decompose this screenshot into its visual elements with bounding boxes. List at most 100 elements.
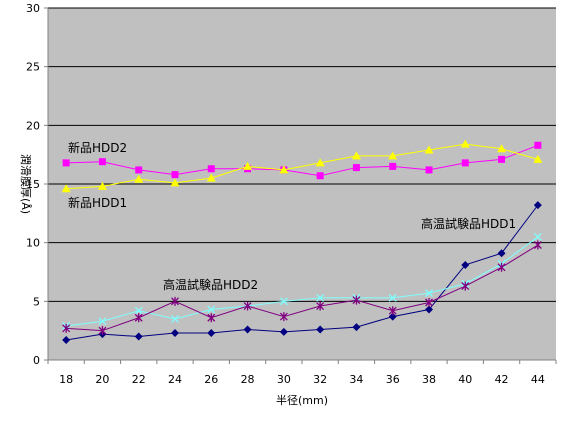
data-point [61,184,71,193]
data-point [207,305,216,314]
series-layer [61,139,543,345]
series-2 [62,201,542,345]
x-tick-label: 30 [277,373,291,386]
x-tick-label: 40 [458,373,472,386]
data-point [425,289,433,298]
data-point [62,336,71,345]
data-point [425,166,433,174]
data-point [352,164,360,172]
x-tick-labels: 18 20 22 24 26 28 30 32 34 36 38 40 42 44 [47,360,557,386]
data-point [134,313,143,323]
series-line [66,236,539,327]
data-point [389,162,397,170]
x-tick-label: 22 [132,373,146,386]
data-point [279,312,288,322]
data-point [207,165,215,173]
data-point [533,240,542,250]
data-point [497,144,507,153]
series-line [66,244,539,332]
x-tick-label: 24 [168,373,182,386]
annotation-new-hdd2: 新品HDD2 [68,140,127,155]
data-point [316,293,325,302]
data-point [497,249,506,258]
data-point [497,262,506,272]
series-1 [61,139,543,193]
data-point [171,171,179,179]
data-point [135,166,143,174]
data-point [425,305,433,314]
y-tick-label: 5 [33,295,40,308]
data-point [97,181,107,190]
annotation-new-hdd1: 新品HDD1 [68,195,127,210]
data-point [243,161,253,170]
data-point [460,139,470,148]
series-line [66,144,539,177]
data-point [171,329,179,338]
data-point [98,317,107,326]
data-point [388,306,397,316]
data-point [316,301,325,311]
data-point [316,172,324,180]
data-point [351,151,361,160]
data-point [388,312,397,321]
x-tick-label: 20 [95,373,109,386]
y-tick-label: 10 [26,237,40,250]
data-point [134,174,144,183]
data-point [243,301,252,311]
data-point [207,313,216,323]
y-tick-label: 30 [26,2,40,15]
series-line [66,204,539,341]
x-tick-label: 42 [495,373,509,386]
data-point [98,326,107,336]
data-point [352,295,361,305]
y-axis-title: 潤滑膜厚(Å) [19,154,32,214]
x-axis-title: 半径(mm) [276,393,328,407]
series-4 [62,240,542,336]
data-point [134,332,143,341]
annotation-hightemp-hdd2: 高温試験品HDD2 [163,277,258,292]
data-point [533,201,542,210]
y-tick-label: 15 [26,178,40,191]
y-tick-label: 0 [33,354,40,367]
data-point [533,154,543,163]
y-tick-label: 25 [26,61,40,74]
data-point [206,173,216,182]
data-point [279,165,289,174]
gridlines [48,7,556,302]
data-point [134,306,143,315]
data-point [316,325,325,334]
data-point [388,151,398,160]
x-tick-label: 26 [204,373,218,386]
data-point [170,178,180,187]
data-point [207,329,216,338]
data-point [98,158,106,166]
data-point [533,232,542,241]
y-tick-label: 20 [26,119,40,132]
data-point [461,159,469,167]
x-tick-label: 28 [241,373,255,386]
x-tick-label: 32 [313,373,327,386]
data-point [534,141,542,149]
data-point [498,155,506,163]
data-point [279,327,288,336]
x-tick-label: 36 [386,373,400,386]
data-point [171,314,179,323]
x-tick-label: 38 [422,373,436,386]
data-point [461,281,470,291]
data-point [461,260,470,269]
x-tick-label: 18 [59,373,73,386]
data-point [243,325,252,334]
series-line [66,143,538,190]
data-point [62,323,71,333]
annotation-hightemp-hdd1: 高温試験品HDD1 [421,216,516,231]
data-point [62,159,70,167]
x-tick-label: 44 [531,373,545,386]
x-tick-label: 34 [349,373,363,386]
data-point [425,298,433,308]
data-point [279,297,288,306]
data-point [315,158,325,167]
y-tick-labels: 0 5 10 15 20 25 30 [26,2,48,367]
data-point [171,296,179,306]
data-point [388,293,397,302]
